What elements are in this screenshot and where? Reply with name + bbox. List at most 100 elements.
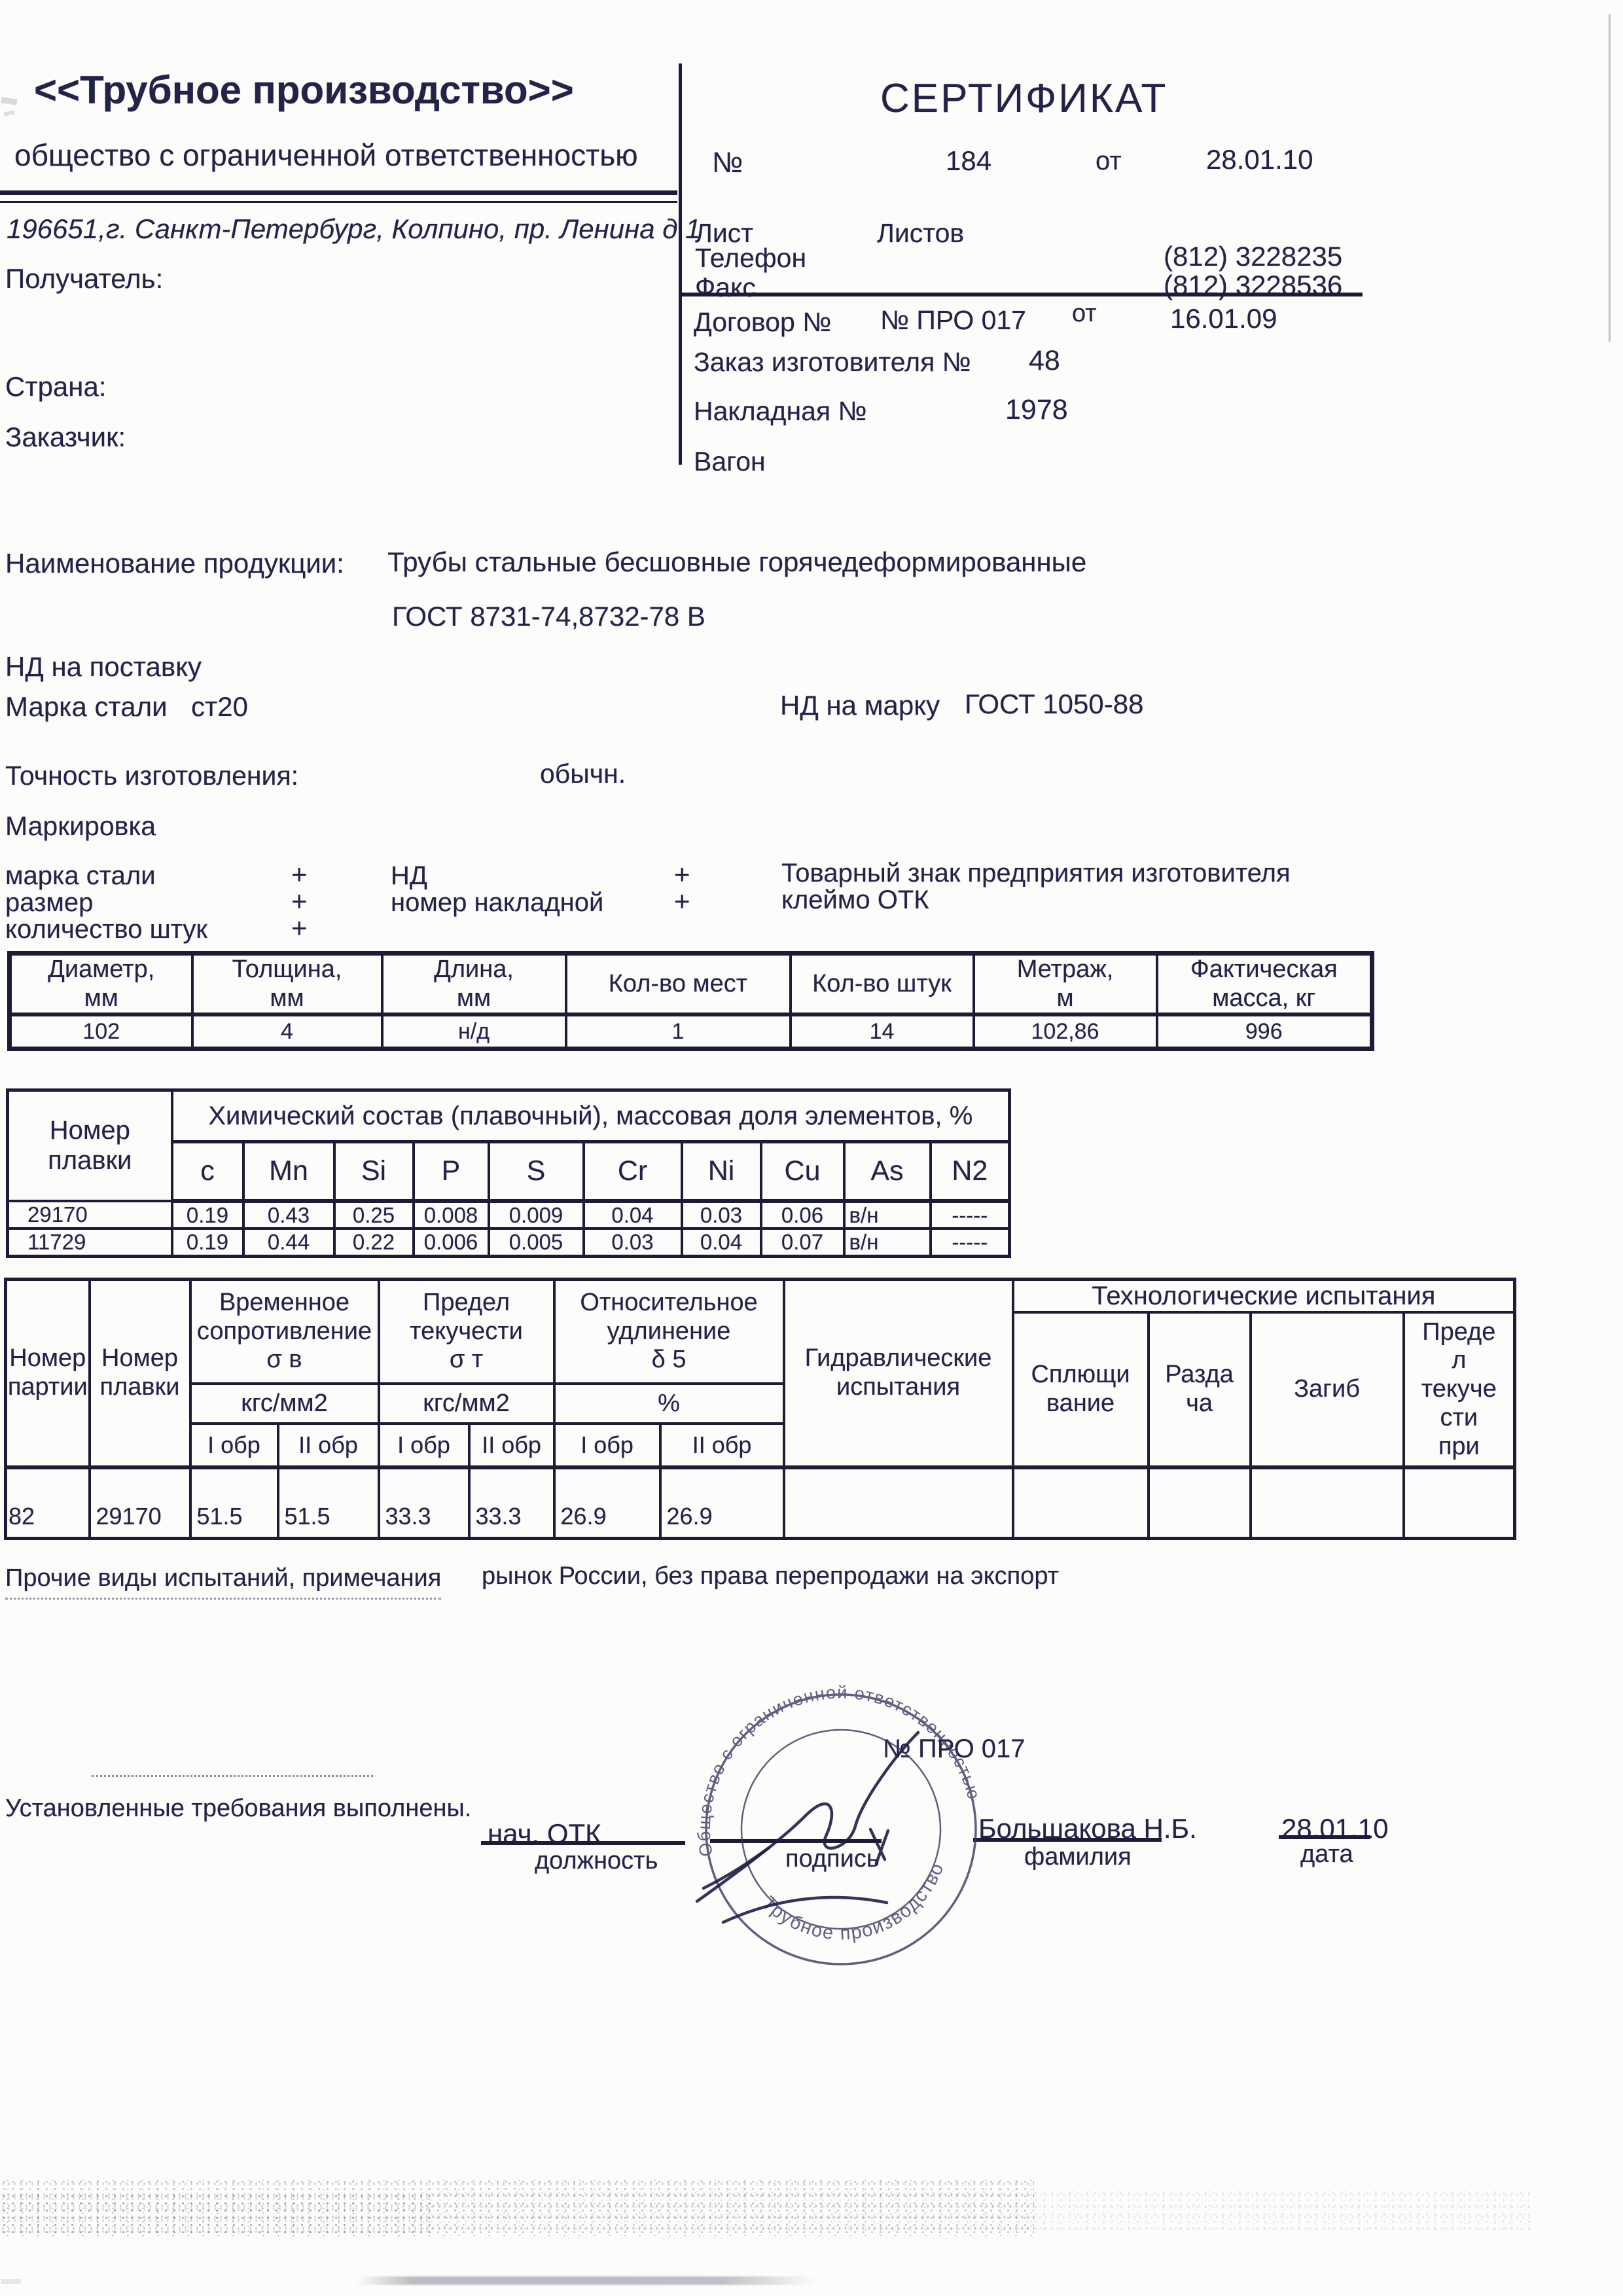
scan-mark xyxy=(1,97,18,105)
chem-cell: в/н xyxy=(842,1199,932,1230)
mech-expand-header: Разда ча xyxy=(1147,1311,1252,1469)
company-address: 196651,г. Санкт-Петербург, Колпино, пр. … xyxy=(7,213,701,244)
signature-line xyxy=(710,1839,882,1843)
mech-sample-label: I обр xyxy=(377,1422,471,1469)
stamp-text-bottom: Трубное производство xyxy=(756,1856,960,1962)
mech-unit-pct: % xyxy=(552,1382,785,1425)
wagon-label: Вагон xyxy=(694,446,766,476)
mech-sample-label: II обр xyxy=(658,1422,785,1469)
chemical-table: Номер плавки Химический состав (плавочны… xyxy=(6,1088,1012,1259)
chem-cell: 0.009 xyxy=(487,1199,585,1230)
mechanical-table: Номер партии Номер плавки Временное сопр… xyxy=(4,1278,1517,1540)
mech-bend-header: Загиб xyxy=(1249,1311,1405,1469)
product-name-value: Трубы стальные бесшовные горячедеформиро… xyxy=(387,547,1087,577)
mech-flatten-value xyxy=(1011,1465,1150,1539)
nd-supply-label: НД на поставку xyxy=(5,651,202,682)
invoice-label: Накладная № xyxy=(694,396,867,426)
signature-scribble xyxy=(695,1731,920,1924)
mech-heat-header: Номер плавки xyxy=(88,1278,192,1469)
cert-number-value: 184 xyxy=(946,145,992,176)
other-tests-value: рынок России, без права перепродажи на э… xyxy=(482,1562,1060,1590)
marking-row2-item2: номер накладной xyxy=(391,888,604,917)
scan-noise-band xyxy=(0,2178,1034,2238)
position-line xyxy=(481,1841,685,1845)
mech-yield-2: 33.3 xyxy=(467,1465,556,1539)
customer-label: Заказчик: xyxy=(5,422,126,452)
precision-label: Точность изготовления: xyxy=(5,761,299,791)
chem-cell: в/н xyxy=(842,1227,932,1258)
cert-number-label: № xyxy=(712,147,743,179)
vertical-divider xyxy=(679,63,682,465)
stamp-number: № ПРО 017 xyxy=(883,1734,1026,1763)
dim-value-meterage: 102,86 xyxy=(972,1013,1158,1050)
mech-elongation-header: Относительное удлинение δ 5 xyxy=(552,1278,785,1385)
contract-date: 16.01.09 xyxy=(1170,303,1277,334)
dim-value-diameter: 102 xyxy=(8,1013,194,1050)
date-label: дата xyxy=(1300,1840,1353,1868)
position-label: должность xyxy=(535,1847,658,1874)
steel-grade-label: Марка стали xyxy=(5,691,168,722)
mech-yield-at-value xyxy=(1402,1465,1516,1539)
country-label: Страна: xyxy=(5,371,107,402)
nd-mark-label: НД на марку xyxy=(780,690,940,721)
scan-noise-band xyxy=(419,2189,1531,2233)
marking-row2-plus1: + xyxy=(291,886,308,916)
right-block-divider xyxy=(679,293,1363,296)
marking-row3-plus1: + xyxy=(291,912,308,943)
dimensions-table: Диаметр, мм Толщина, мм Длина, мм Кол-во… xyxy=(7,951,1374,1052)
scan-mark xyxy=(1,2279,21,2284)
chem-corner-heat-number: Номер плавки xyxy=(6,1088,173,1202)
chem-el-si: Si xyxy=(332,1140,415,1203)
other-tests-label: Прочие виды испытаний, примечания xyxy=(5,1564,442,1600)
sheets-label: Листов xyxy=(877,218,965,248)
certificate-title: СЕРТИФИКАТ xyxy=(880,76,1168,121)
company-title: <<Трубное производство>> xyxy=(34,68,574,112)
contract-value: № ПРО 017 xyxy=(880,305,1026,335)
chem-el-cu: Cu xyxy=(759,1140,846,1203)
mech-elong-1: 26.9 xyxy=(552,1465,662,1539)
chem-heat-2: 11729 xyxy=(6,1227,173,1258)
requirements-text: Установленные требования выполнены. xyxy=(5,1795,472,1822)
chem-cell: 0.005 xyxy=(487,1227,585,1258)
chem-el-as: As xyxy=(842,1140,932,1203)
mech-yield-at-header: Преде л текуче сти при xyxy=(1402,1311,1516,1469)
mech-sample-label: I обр xyxy=(552,1422,662,1469)
marking-row2-item: размер xyxy=(5,888,94,917)
cert-date-value: 28.01.10 xyxy=(1206,144,1313,175)
dim-value-mass: 996 xyxy=(1155,1013,1374,1050)
marking-row1-item3: Товарный знак предприятия изготовителя xyxy=(781,859,1291,888)
dimensions-row: 102 4 н/д 1 14 102,86 996 xyxy=(8,1013,1374,1050)
chem-cell: 0.03 xyxy=(680,1199,762,1230)
chem-cell: 0.06 xyxy=(759,1199,846,1230)
stamp-text-top: Общество с ограниченной ответственностью xyxy=(677,1672,984,1859)
header-divider-thick xyxy=(0,190,677,195)
invoice-value: 1978 xyxy=(1005,394,1068,425)
mech-unit-kgs-2: кгс/мм2 xyxy=(377,1382,556,1425)
chem-el-mn: Mn xyxy=(241,1140,336,1203)
company-stamp: Общество с ограниченной ответственностью… xyxy=(677,1672,984,1965)
mech-heat-value: 29170 xyxy=(88,1465,192,1539)
chem-el-s: S xyxy=(487,1140,585,1203)
date-line xyxy=(1279,1835,1370,1839)
dim-header-pieces: Кол-во штук xyxy=(789,952,975,1017)
marking-row1-plus2: + xyxy=(674,859,690,889)
chem-cell: 0.04 xyxy=(582,1199,683,1230)
chem-cell: ----- xyxy=(929,1227,1011,1258)
chem-cell: 0.44 xyxy=(241,1227,336,1258)
mech-yield-1: 33.3 xyxy=(377,1465,471,1539)
name-label: фамилия xyxy=(1024,1843,1132,1871)
mech-hydro-header: Гидравлические испытания xyxy=(782,1278,1014,1469)
marking-row2-item3: клеймо ОТК xyxy=(781,886,929,914)
marking-label: Маркировка xyxy=(5,811,156,841)
scan-artifact-dotted xyxy=(92,1775,373,1777)
cert-from-label: от xyxy=(1096,147,1122,175)
name-line xyxy=(973,1838,1162,1842)
chem-cell: ----- xyxy=(929,1199,1011,1230)
contract-from-label: от xyxy=(1072,300,1097,327)
chem-cell: 0.19 xyxy=(170,1227,245,1258)
mech-yield-header: Предел текучести σ т xyxy=(377,1278,556,1385)
mech-bend-value xyxy=(1249,1465,1405,1539)
stamp-rings: Общество с ограниченной ответственностью… xyxy=(677,1672,984,1965)
mech-tech-header: Технологические испытания xyxy=(1011,1278,1516,1314)
